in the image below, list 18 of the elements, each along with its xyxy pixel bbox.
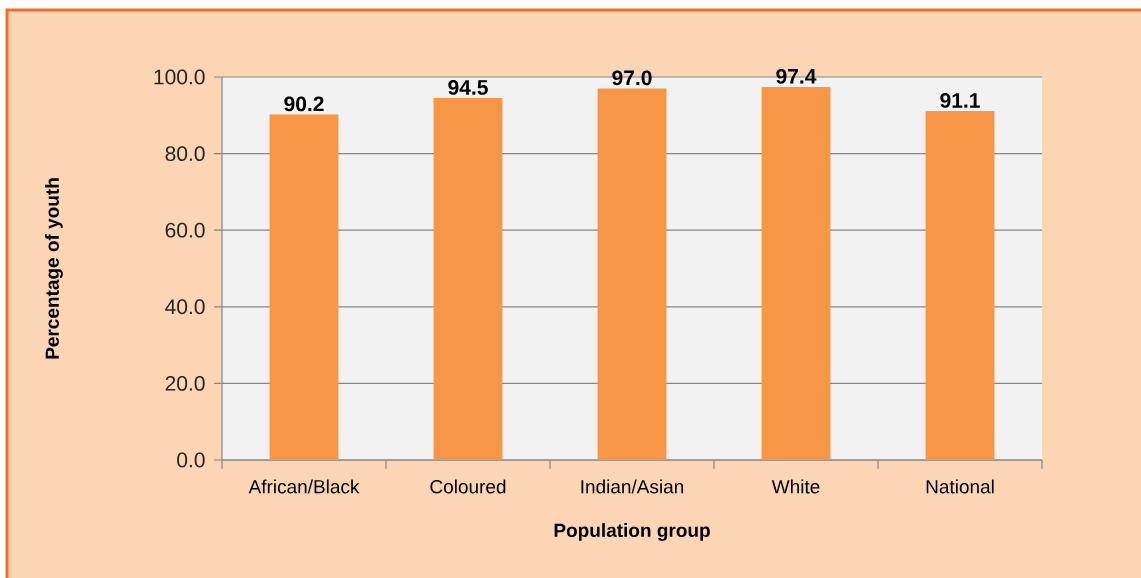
x-tick-label: African/Black bbox=[248, 479, 360, 494]
y-tick-label: 0.0 bbox=[177, 452, 205, 468]
x-tick-label: White bbox=[771, 479, 820, 494]
data-label: 94.5 bbox=[448, 79, 488, 95]
y-tick-label: 80.0 bbox=[165, 146, 205, 162]
y-tick-label: 20.0 bbox=[165, 375, 205, 391]
x-axis-title: Population group bbox=[554, 523, 710, 541]
y-tick-label: 60.0 bbox=[165, 222, 205, 238]
data-label: 91.1 bbox=[940, 93, 980, 108]
y-tick-label: 40.0 bbox=[165, 299, 205, 315]
x-tick-label: National bbox=[926, 479, 994, 494]
x-tick-label: Coloured bbox=[430, 479, 506, 494]
x-tick-label: Indian/Asian bbox=[581, 479, 684, 494]
data-label: 90.2 bbox=[284, 96, 324, 112]
data-label: 97.4 bbox=[776, 68, 817, 84]
data-label: 97.0 bbox=[612, 70, 652, 86]
y-tick-label: 100.0 bbox=[154, 69, 205, 85]
y-axis-title: Percentage of youth bbox=[45, 178, 63, 359]
